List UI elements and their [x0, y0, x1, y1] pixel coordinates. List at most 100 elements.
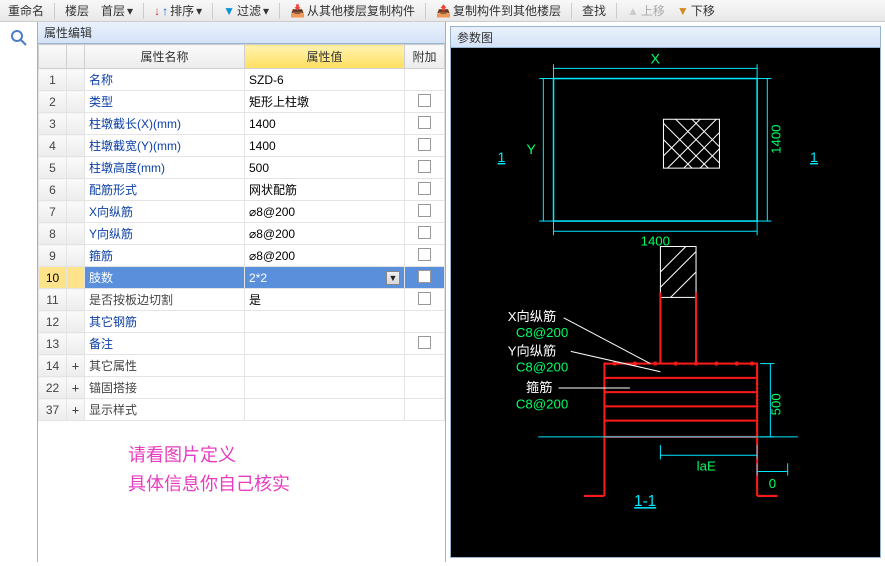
- row-number: 7: [39, 201, 67, 223]
- prop-value[interactable]: ⌀8@200: [245, 245, 405, 267]
- filter-button[interactable]: ▼ 过滤 ▾: [219, 2, 273, 19]
- table-row[interactable]: 13 备注: [39, 333, 445, 355]
- table-row[interactable]: 22+锚固搭接: [39, 377, 445, 399]
- diagram-canvas: X 1400 Y 1400 1 1: [450, 48, 881, 558]
- checkbox[interactable]: [418, 336, 431, 349]
- extra-cell: [405, 157, 445, 179]
- section-title: 1-1: [634, 493, 656, 510]
- copy-from-button[interactable]: 📥 从其他楼层复制构件: [286, 2, 419, 19]
- extra-cell: [405, 179, 445, 201]
- dim-x-label: X: [651, 51, 661, 67]
- table-row[interactable]: 10肢数2*2▼: [39, 267, 445, 289]
- table-row[interactable]: 9箍筋⌀8@200: [39, 245, 445, 267]
- checkbox[interactable]: [418, 248, 431, 261]
- sort-button[interactable]: ↓↑ 排序 ▾: [150, 2, 206, 19]
- row-number: 10: [39, 267, 67, 289]
- move-down-button[interactable]: ▼ 下移: [673, 2, 719, 19]
- hint-text: 请看图片定义 具体信息你自己核实: [38, 421, 445, 499]
- table-row[interactable]: 2类型矩形上柱墩: [39, 91, 445, 113]
- funnel-icon: ▼: [223, 4, 235, 18]
- floor-label: 楼层: [61, 2, 93, 19]
- prop-name: 柱墩截宽(Y)(mm): [85, 135, 245, 157]
- checkbox[interactable]: [418, 182, 431, 195]
- table-row[interactable]: 14+其它属性: [39, 355, 445, 377]
- table-row[interactable]: 3柱墩截长(X)(mm)1400: [39, 113, 445, 135]
- up-icon: ▲: [627, 4, 639, 18]
- separator: [571, 3, 572, 19]
- prop-value[interactable]: [245, 311, 405, 333]
- diagram-svg: X 1400 Y 1400 1 1: [451, 48, 880, 557]
- table-row[interactable]: 11是否按板边切割是: [39, 289, 445, 311]
- spec-y: C8@200: [516, 360, 568, 375]
- diagram-title: 参数图: [450, 26, 881, 48]
- floor-select[interactable]: 首层 ▾: [97, 2, 137, 19]
- prop-value[interactable]: [245, 333, 405, 355]
- extra-cell: [405, 333, 445, 355]
- search-icon[interactable]: [9, 28, 29, 48]
- expand-toggle: [67, 135, 85, 157]
- expand-toggle: [67, 91, 85, 113]
- checkbox[interactable]: [418, 138, 431, 151]
- prop-value[interactable]: ⌀8@200: [245, 223, 405, 245]
- prop-name: 显示样式: [85, 399, 245, 421]
- copy-to-button[interactable]: 📤 复制构件到其他楼层: [432, 2, 565, 19]
- table-row[interactable]: 7 X向纵筋⌀8@200: [39, 201, 445, 223]
- extra-cell: [405, 113, 445, 135]
- prop-value[interactable]: ⌀8@200: [245, 201, 405, 223]
- hint-line1: 请看图片定义: [128, 441, 445, 470]
- prop-value[interactable]: 1400: [245, 135, 405, 157]
- row-number: 5: [39, 157, 67, 179]
- table-row[interactable]: 12其它钢筋: [39, 311, 445, 333]
- checkbox[interactable]: [418, 204, 431, 217]
- table-row[interactable]: 1名称SZD-6: [39, 69, 445, 91]
- col-head-extra[interactable]: 附加: [405, 45, 445, 69]
- extra-cell: [405, 135, 445, 157]
- checkbox[interactable]: [418, 226, 431, 239]
- table-row[interactable]: 37+显示样式: [39, 399, 445, 421]
- expand-toggle: [67, 69, 85, 91]
- col-head-name[interactable]: 属性名称: [85, 45, 245, 69]
- checkbox[interactable]: [418, 292, 431, 305]
- prop-value[interactable]: SZD-6: [245, 69, 405, 91]
- dropdown-icon[interactable]: ▼: [386, 271, 400, 285]
- row-number: 3: [39, 113, 67, 135]
- chevron-down-icon: ▾: [127, 4, 133, 18]
- row-number: 13: [39, 333, 67, 355]
- row-number: 1: [39, 69, 67, 91]
- checkbox[interactable]: [418, 116, 431, 129]
- left-sidebar: [0, 22, 38, 562]
- prop-name: 备注: [85, 333, 245, 355]
- prop-value[interactable]: 500: [245, 157, 405, 179]
- prop-value[interactable]: 是: [245, 289, 405, 311]
- find-button[interactable]: 查找: [578, 2, 610, 19]
- table-row[interactable]: 8Y向纵筋⌀8@200: [39, 223, 445, 245]
- expand-toggle[interactable]: +: [67, 377, 85, 399]
- prop-value[interactable]: 2*2▼: [245, 267, 405, 289]
- checkbox[interactable]: [418, 94, 431, 107]
- checkbox[interactable]: [418, 160, 431, 173]
- sort-icon: ↓: [154, 4, 160, 18]
- move-up-button[interactable]: ▲ 上移: [623, 2, 669, 19]
- col-head-value[interactable]: 属性值: [245, 45, 405, 69]
- cut-1-left: 1: [498, 150, 506, 166]
- table-row[interactable]: 4柱墩截宽(Y)(mm)1400: [39, 135, 445, 157]
- chevron-down-icon: ▾: [196, 4, 202, 18]
- prop-name: 类型: [85, 91, 245, 113]
- prop-name: 配筋形式: [85, 179, 245, 201]
- prop-value[interactable]: [245, 377, 405, 399]
- table-row[interactable]: 6 配筋形式网状配筋: [39, 179, 445, 201]
- table-row[interactable]: 5柱墩高度(mm)500: [39, 157, 445, 179]
- prop-value[interactable]: 网状配筋: [245, 179, 405, 201]
- prop-value[interactable]: [245, 399, 405, 421]
- prop-value[interactable]: 1400: [245, 113, 405, 135]
- extra-cell: [405, 355, 445, 377]
- prop-value[interactable]: 矩形上柱墩: [245, 91, 405, 113]
- expand-toggle[interactable]: +: [67, 355, 85, 377]
- checkbox[interactable]: [418, 270, 431, 283]
- row-number: 6: [39, 179, 67, 201]
- prop-value[interactable]: [245, 355, 405, 377]
- prop-name: 箍筋: [85, 245, 245, 267]
- expand-toggle[interactable]: +: [67, 399, 85, 421]
- rename-button[interactable]: 重命名: [4, 2, 48, 19]
- prop-name: X向纵筋: [85, 201, 245, 223]
